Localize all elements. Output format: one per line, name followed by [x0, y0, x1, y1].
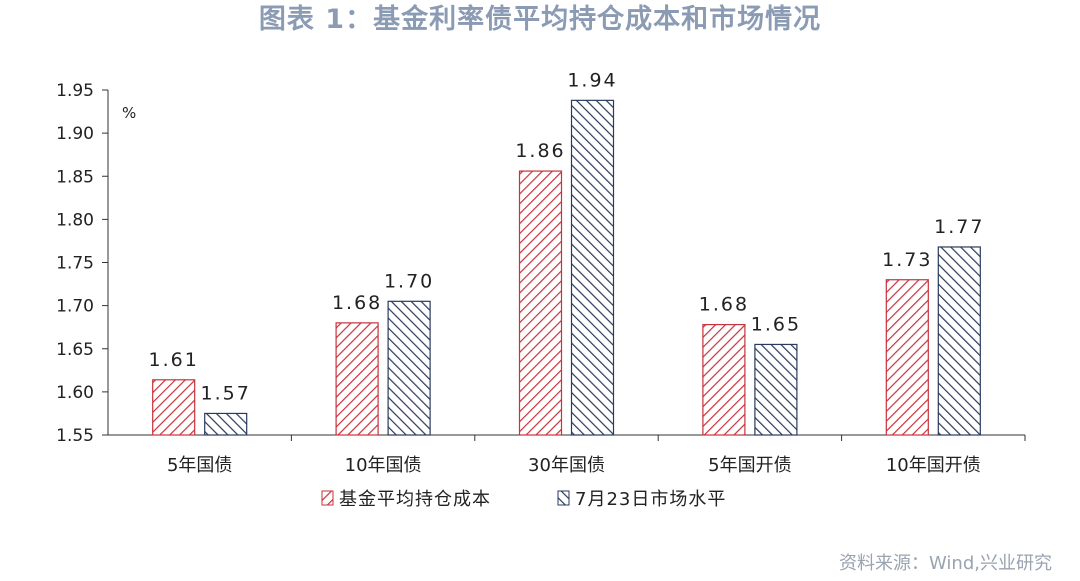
- data-label: 1.94: [567, 69, 617, 91]
- y-tick-label: 1.60: [56, 383, 94, 403]
- data-label: 1.73: [882, 249, 932, 271]
- x-tick-label: 5年国债: [167, 455, 232, 476]
- source-note: 资料来源：Wind,兴业研究: [839, 553, 1052, 574]
- bar-market: [754, 343, 798, 436]
- bar-cost: [335, 322, 379, 436]
- bar-cost: [702, 324, 746, 436]
- data-label: 1.68: [699, 294, 749, 316]
- y-tick-label: 1.55: [56, 426, 94, 446]
- x-tick-label: 30年国债: [528, 455, 605, 476]
- bar-market: [387, 300, 431, 436]
- data-label: 1.70: [384, 270, 434, 292]
- y-tick-label: 1.65: [56, 340, 94, 360]
- bar-market: [570, 99, 615, 436]
- y-tick-label: 1.85: [56, 167, 94, 187]
- y-tick-label: 1.90: [56, 124, 94, 144]
- legend-swatch: [321, 490, 334, 506]
- bar-cost: [152, 379, 196, 436]
- bar-chart: 1.55 1.60 1.65 1.70 1.75 1.80 1.85 1.90 1.95% 5年国…: [56, 69, 1026, 510]
- chart-axes: 1.55 1.60 1.65 1.70 1.75 1.80 1.85 1.90 1.95% 5年国…: [56, 81, 1026, 476]
- data-label: 1.61: [149, 349, 199, 371]
- y-tick-label: 1.75: [56, 254, 94, 274]
- chart-title: 图表 1：基金利率债平均持仓成本和市场情况: [258, 4, 822, 35]
- y-unit-label: %: [122, 104, 136, 122]
- bar-cost: [518, 170, 563, 436]
- bar-market: [204, 412, 248, 436]
- chart-legend: 基金平均持仓成本 7月23日市场水平: [321, 489, 726, 510]
- x-tick-label: 10年国债: [345, 455, 422, 476]
- data-label: 1.77: [934, 216, 984, 238]
- legend-swatch: [557, 490, 570, 506]
- bar-cost: [885, 279, 929, 436]
- data-label: 1.57: [201, 382, 251, 404]
- chart-bars: [152, 99, 981, 436]
- y-tick-label: 1.80: [56, 210, 94, 230]
- data-label: 1.86: [515, 140, 565, 162]
- x-tick-label: 5年国开债: [708, 455, 791, 476]
- y-tick-label: 1.95: [56, 81, 94, 101]
- data-label: 1.65: [751, 313, 801, 335]
- chart-data-labels: 1.611.571.681.701.861.941.681.651.731.77: [149, 69, 984, 404]
- data-label: 1.68: [332, 292, 382, 314]
- bar-market: [937, 246, 981, 436]
- legend-label: 7月23日市场水平: [575, 489, 726, 510]
- legend-label: 基金平均持仓成本: [339, 489, 491, 510]
- x-tick-label: 10年国开债: [886, 455, 981, 476]
- y-tick-label: 1.70: [56, 297, 94, 317]
